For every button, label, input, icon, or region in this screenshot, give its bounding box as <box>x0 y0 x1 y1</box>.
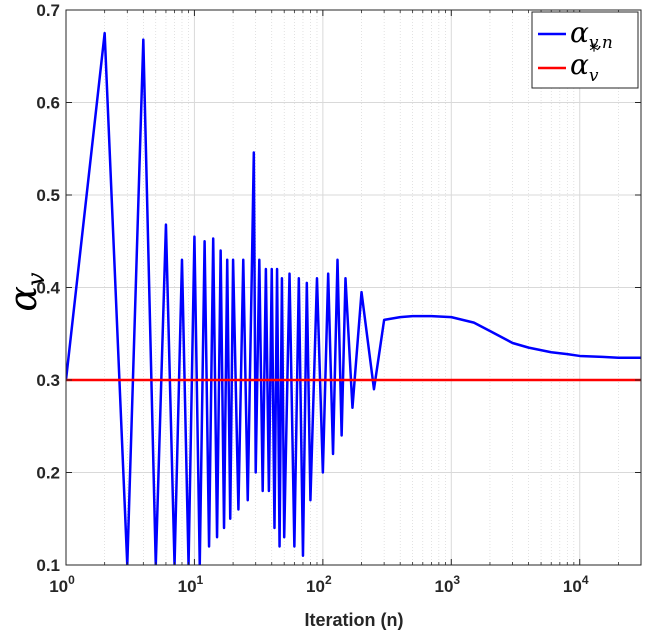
legend-label-alpha-vn-subscript: v,n <box>589 33 613 53</box>
y-tick-label: 0.3 <box>36 371 60 390</box>
axis-ticks <box>65 9 642 566</box>
x-tick-label-exponent: 1 <box>197 573 204 587</box>
x-tick-label-base: 10 <box>306 577 325 596</box>
x-tick-label-base: 10 <box>563 577 582 596</box>
x-tick-label: 103 <box>434 573 460 596</box>
y-tick-label: 0.1 <box>36 556 60 575</box>
y-tick-label: 0.4 <box>36 279 60 298</box>
legend-label-alpha-vn: αv,n <box>570 16 613 53</box>
legend: αv,n αv * <box>531 11 639 89</box>
legend-label-alpha-v-star-superscript: * <box>590 41 599 62</box>
x-tick-label: 100 <box>49 573 75 596</box>
x-tick-label-base: 10 <box>178 577 197 596</box>
x-tick-label: 104 <box>563 573 589 596</box>
y-tick-label: 0.2 <box>36 464 60 483</box>
x-tick-label-exponent: 2 <box>325 573 332 587</box>
x-tick-label: 101 <box>178 573 204 596</box>
y-axis-label-subscript: v <box>22 272 50 286</box>
x-tick-label: 102 <box>306 573 332 596</box>
legend-label-alpha-v-star-symbol: α <box>570 48 589 81</box>
x-tick-labels: 100 101 102 103 104 <box>49 573 589 596</box>
series-layer <box>66 31 641 565</box>
y-tick-label: 0.6 <box>36 94 60 113</box>
x-tick-label-base: 10 <box>434 577 453 596</box>
y-tick-label: 0.5 <box>36 186 60 205</box>
x-tick-label-exponent: 0 <box>68 573 75 587</box>
legend-label-alpha-vn-symbol: α <box>570 16 589 49</box>
x-tick-label-exponent: 3 <box>453 573 460 587</box>
x-tick-label-exponent: 4 <box>582 573 589 587</box>
y-tick-label: 0.7 <box>36 1 60 20</box>
legend-box <box>531 11 639 89</box>
series-line-0 <box>66 31 641 565</box>
legend-label-alpha-v-star: αv * <box>570 41 599 86</box>
x-tick-label-base: 10 <box>49 577 68 596</box>
y-axis-label: αv <box>1 272 50 312</box>
x-axis-label: Iteration (n) <box>305 610 404 630</box>
legend-label-alpha-v-star-subscript: v <box>589 66 599 86</box>
y-tick-labels: 0.1 0.2 0.3 0.4 0.5 0.6 0.7 <box>36 1 60 575</box>
y-axis-label-symbol: α <box>1 286 45 312</box>
